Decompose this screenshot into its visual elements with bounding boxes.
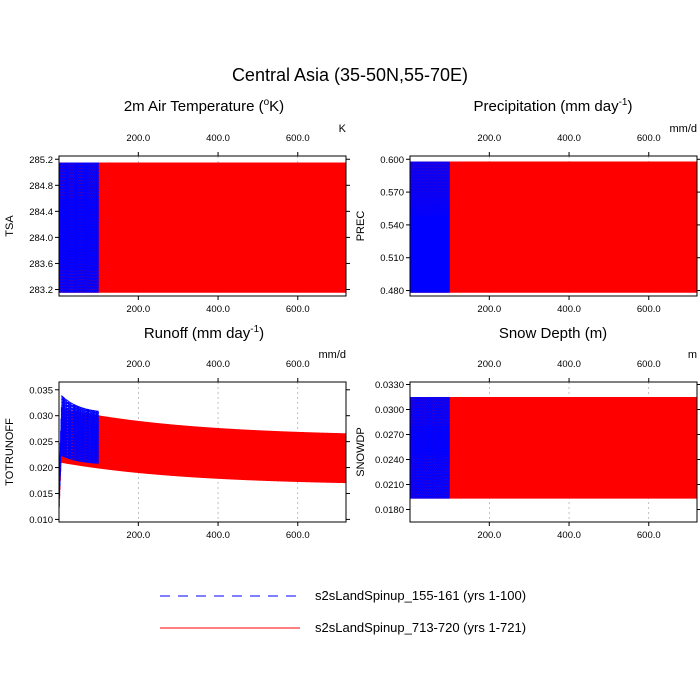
panel-title-tail: ) <box>259 325 264 342</box>
panel-title: Precipitation (mm day-1) <box>474 97 633 115</box>
y-axis-label: PREC <box>355 211 367 242</box>
x-tick-label-top: 200.0 <box>477 133 501 144</box>
series-blue-band <box>59 198 99 270</box>
y-tick-label: 0.0270 <box>375 430 404 441</box>
y-tick-label: 284.4 <box>29 207 53 218</box>
x-tick-label-bottom: 600.0 <box>637 530 661 541</box>
units-label: m <box>688 349 697 361</box>
x-tick-label-bottom: 200.0 <box>126 530 150 541</box>
y-tick-label: 0.020 <box>29 463 53 474</box>
legend-label-red: s2sLandSpinup_713-720 (yrs 1-721) <box>315 620 526 635</box>
series-red-band <box>59 211 346 261</box>
panels: 2m Air Temperature (oK) K 283.2 283.6 284.0 2… <box>4 97 700 541</box>
plot-frame <box>409 381 698 523</box>
panel-title-sup: o <box>264 97 270 108</box>
y-tick-label: 285.2 <box>29 155 53 166</box>
x-tick-label-top: 600.0 <box>286 133 310 144</box>
y-tick-label: 283.6 <box>29 259 53 270</box>
series-blue <box>59 394 99 517</box>
y-axis-label: TOTRUNOFF <box>4 418 16 486</box>
y-tick-label: 0.015 <box>29 489 53 500</box>
y-tick-label: 0.025 <box>29 437 53 448</box>
chart-panel-4: Snow Depth (m) m 0.0180 0.0210 0.0240 0.0270 0… <box>355 325 700 541</box>
panel-title-main: Precipitation (mm day <box>474 98 620 115</box>
units-label: mm/d <box>319 349 347 361</box>
y-tick-label: 0.0180 <box>375 505 404 516</box>
panel-title-main: Snow Depth (m) <box>499 325 607 342</box>
plot-area <box>59 162 346 293</box>
plot-area <box>410 161 697 293</box>
y-tick-label: 284.0 <box>29 233 53 244</box>
y-axis-label: TSA <box>4 215 16 237</box>
y-tick-label: 0.570 <box>380 188 404 199</box>
series-red <box>59 408 346 517</box>
x-tick-label-bottom: 200.0 <box>126 304 150 315</box>
y-tick-label: 284.8 <box>29 181 53 192</box>
x-tick-label-bottom: 200.0 <box>477 530 501 541</box>
y-tick-label: 283.2 <box>29 285 53 296</box>
y-tick-label: 0.0330 <box>375 380 404 391</box>
panel-title-main: Runoff (mm day <box>144 325 251 342</box>
chart-panel-1: 2m Air Temperature (oK) K 283.2 283.6 284.0 2… <box>4 97 350 315</box>
x-tick-label-bottom: 200.0 <box>477 304 501 315</box>
chart-panel-2: Precipitation (mm day-1) mm/d 0.480 0.510 0.… <box>355 97 700 315</box>
y-tick-label: 0.0240 <box>375 455 404 466</box>
x-tick-label-bottom: 600.0 <box>637 304 661 315</box>
y-tick-label: 0.540 <box>380 220 404 231</box>
x-tick-label-top: 200.0 <box>126 359 150 370</box>
panel-title: 2m Air Temperature (oK) <box>124 97 284 115</box>
x-tick-label-top: 400.0 <box>557 133 581 144</box>
x-tick-label-bottom: 600.0 <box>286 304 310 315</box>
plot-frame <box>58 155 347 297</box>
series-blue-band <box>410 219 450 247</box>
x-tick-label-top: 400.0 <box>557 359 581 370</box>
plot-frame <box>58 381 347 523</box>
series-red-band <box>410 218 697 242</box>
panel-title-sup: -1 <box>250 324 259 335</box>
series-red-band <box>410 426 697 460</box>
units-label: mm/d <box>670 123 698 135</box>
y-axis-label: SNOWDP <box>355 427 367 477</box>
x-tick-label-bottom: 400.0 <box>557 304 581 315</box>
y-tick-label: 0.010 <box>29 515 53 526</box>
y-tick-label: 0.035 <box>29 385 53 396</box>
x-tick-label-bottom: 400.0 <box>557 530 581 541</box>
y-tick-label: 0.480 <box>380 286 404 297</box>
panel-title-tail: K) <box>269 98 284 115</box>
panel-title: Snow Depth (m) <box>499 325 607 342</box>
panel-title-tail: ) <box>627 98 632 115</box>
x-tick-label-top: 200.0 <box>126 133 150 144</box>
y-tick-label: 0.0300 <box>375 405 404 416</box>
x-tick-label-top: 600.0 <box>637 359 661 370</box>
y-tick-label: 0.030 <box>29 411 53 422</box>
panel-title-sup: -1 <box>619 97 628 108</box>
plot-area <box>410 396 697 499</box>
x-tick-label-bottom: 400.0 <box>206 530 230 541</box>
plot-area <box>59 394 346 517</box>
x-tick-label-top: 600.0 <box>637 133 661 144</box>
units-label: K <box>339 123 347 135</box>
y-tick-label: 0.600 <box>380 155 404 166</box>
x-tick-label-top: 600.0 <box>286 359 310 370</box>
panel-title-main: 2m Air Temperature ( <box>124 98 264 115</box>
y-tick-label: 0.0210 <box>375 480 404 491</box>
figure-title: Central Asia (35-50N,55-70E) <box>232 65 468 85</box>
legend-label-blue: s2sLandSpinup_155-161 (yrs 1-100) <box>315 588 526 603</box>
x-tick-label-bottom: 600.0 <box>286 530 310 541</box>
panel-title: Runoff (mm day-1) <box>144 324 264 342</box>
x-tick-label-top: 200.0 <box>477 359 501 370</box>
series-blue-band <box>410 426 450 456</box>
x-tick-label-bottom: 400.0 <box>206 304 230 315</box>
legend: s2sLandSpinup_155-161 (yrs 1-100) s2sLan… <box>160 588 526 635</box>
chart-panel-3: Runoff (mm day-1) mm/d 0.010 0.015 0.020 0.02… <box>4 324 350 541</box>
plot-frame <box>409 155 698 297</box>
x-tick-label-top: 400.0 <box>206 359 230 370</box>
x-tick-label-top: 400.0 <box>206 133 230 144</box>
y-tick-label: 0.510 <box>380 253 404 264</box>
